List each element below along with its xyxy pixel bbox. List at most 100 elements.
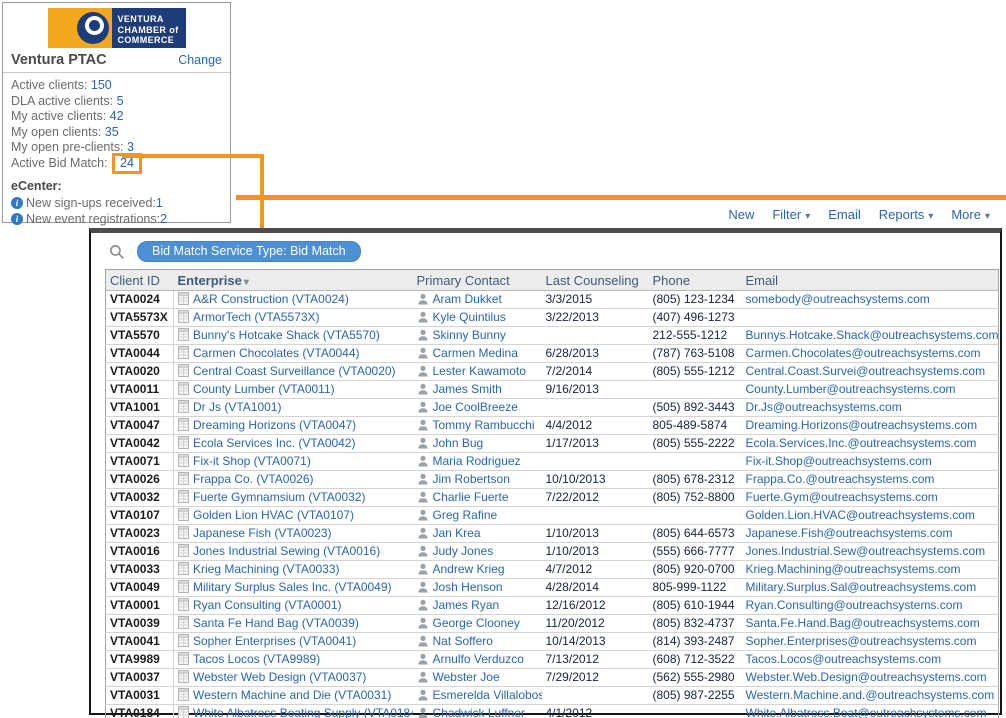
- contact-link[interactable]: Nat Soffero: [432, 634, 493, 648]
- enterprise-link[interactable]: ArmorTech (VTA5573X): [193, 310, 320, 324]
- enterprise-link[interactable]: Ryan Consulting (VTA0001): [193, 598, 342, 612]
- enterprise-link[interactable]: Japanese Fish (VTA0023): [193, 526, 332, 540]
- enterprise-link[interactable]: Tacos Locos (VTA9989): [193, 652, 321, 666]
- phone-cell: (562) 555-2980: [648, 668, 742, 687]
- filter-menu-button[interactable]: Filter ▾: [772, 207, 811, 222]
- reports-menu-button[interactable]: Reports ▾: [878, 207, 934, 222]
- contact-link[interactable]: Aram Dukket: [432, 292, 502, 306]
- col-header-last-counseling[interactable]: Last Counseling: [541, 269, 649, 291]
- enterprise-link[interactable]: Jones Industrial Sewing (VTA0016): [193, 544, 381, 558]
- email-link[interactable]: Fix-it.Shop@outreachsystems.com: [745, 454, 932, 468]
- contact-link[interactable]: Esmerelda Villalobos: [432, 688, 542, 702]
- contact-link[interactable]: Charlie Fuerte: [432, 490, 509, 504]
- stat-value[interactable]: 5: [116, 93, 124, 108]
- email-link[interactable]: White.Albatross.Boat@outreachsystems.com: [745, 706, 987, 718]
- more-menu-button[interactable]: More ▾: [951, 207, 990, 222]
- contact-link[interactable]: Chadwick Luffner: [432, 706, 526, 718]
- enterprise-link[interactable]: Carmen Chocolates (VTA0044): [193, 346, 360, 360]
- new-button[interactable]: New: [728, 207, 755, 222]
- ecenter-value[interactable]: 2: [160, 211, 168, 226]
- contact-link[interactable]: Skinny Bunny: [432, 328, 506, 342]
- stat-value[interactable]: 35: [104, 124, 119, 139]
- stat-value[interactable]: 150: [90, 78, 112, 92]
- contact-link[interactable]: James Smith: [432, 382, 502, 396]
- contact-link[interactable]: Lester Kawamoto: [432, 364, 526, 378]
- col-header-phone[interactable]: Phone: [648, 269, 742, 291]
- contact-link[interactable]: Andrew Krieg: [432, 562, 505, 576]
- contact-link[interactable]: George Clooney: [432, 616, 520, 630]
- enterprise-link[interactable]: Ecola Services Inc. (VTA0042): [193, 436, 356, 450]
- contact-link[interactable]: Jan Krea: [432, 526, 481, 540]
- email-link[interactable]: somebody@outreachsystems.com: [745, 292, 930, 306]
- col-header-client-id[interactable]: Client ID: [105, 269, 174, 291]
- enterprise-link[interactable]: Santa Fe Hand Bag (VTA0039): [193, 616, 359, 630]
- active-filter-pill[interactable]: Bid Match Service Type: Bid Match: [137, 241, 361, 262]
- email-link[interactable]: Santa.Fe.Hand.Bag@outreachsystems.com: [745, 616, 980, 630]
- contact-link[interactable]: John Bug: [432, 436, 484, 450]
- email-link[interactable]: County.Lumber@outreachsystems.com: [745, 382, 956, 396]
- enterprise-link[interactable]: Fix-it Shop (VTA0071): [193, 454, 311, 468]
- contact-link[interactable]: Maria Rodriguez: [432, 454, 521, 468]
- email-link[interactable]: Webster.Web.Design@outreachsystems.com: [745, 670, 987, 684]
- enterprise-link[interactable]: Dr Js (VTA1001): [193, 400, 282, 414]
- contact-link[interactable]: Joe CoolBreeze: [432, 400, 518, 414]
- enterprise-link[interactable]: Central Coast Surveillance (VTA0020): [193, 364, 396, 378]
- enterprise-link[interactable]: Webster Web Design (VTA0037): [193, 670, 367, 684]
- contact-link[interactable]: Kyle Quintilus: [432, 310, 506, 324]
- email-link[interactable]: Ryan.Consulting@outreachsystems.com: [745, 598, 963, 612]
- enterprise-link[interactable]: Frappa Co. (VTA0026): [193, 472, 314, 486]
- email-link[interactable]: Tacos.Locos@outreachsystems.com: [745, 652, 942, 666]
- email-link[interactable]: Frappa.Co.@outreachsystems.com: [745, 472, 935, 486]
- enterprise-link[interactable]: White Albatross Boating Supply (VTA0184): [193, 706, 413, 718]
- ecenter-value[interactable]: 1: [155, 195, 163, 210]
- email-link[interactable]: Jones.Industrial.Sew@outreachsystems.com: [745, 544, 986, 558]
- contact-link[interactable]: Webster Joe: [432, 670, 500, 684]
- enterprise-link[interactable]: Dreaming Horizons (VTA0047): [193, 418, 357, 432]
- email-link[interactable]: Golden.Lion.HVAC@outreachsystems.com: [745, 508, 975, 522]
- contact-cell: Nat Soffero: [412, 632, 542, 651]
- enterprise-link[interactable]: Bunny's Hotcake Shack (VTA5570): [193, 328, 380, 342]
- contact-link[interactable]: Judy Jones: [432, 544, 494, 558]
- email-link[interactable]: Sopher.Enterprises@outreachsystems.com: [745, 634, 977, 648]
- contact-link[interactable]: Greg Rafine: [432, 508, 498, 522]
- email-link[interactable]: Carmen.Chocolates@outreachsystems.com: [745, 346, 981, 360]
- email-link[interactable]: Krieg.Machining@outreachsystems.com: [745, 562, 961, 576]
- email-link[interactable]: Japanese.Fish@outreachsystems.com: [745, 526, 953, 540]
- contact-link[interactable]: Carmen Medina: [432, 346, 518, 360]
- contact-link[interactable]: Jim Robertson: [432, 472, 510, 486]
- enterprise-cell: Krieg Machining (VTA0033): [173, 560, 413, 579]
- col-header-email[interactable]: Email: [741, 269, 999, 291]
- email-link[interactable]: Dreaming.Horizons@outreachsystems.com: [745, 418, 978, 432]
- enterprise-link[interactable]: Golden Lion HVAC (VTA0107): [193, 508, 354, 522]
- email-cell: Dr.Js@outreachsystems.com: [741, 398, 999, 417]
- contact-link[interactable]: Tommy Rambucchi: [432, 418, 535, 432]
- change-center-link[interactable]: Change: [178, 53, 222, 67]
- col-header-enterprise[interactable]: Enterprise ▾: [173, 269, 413, 291]
- email-link[interactable]: Ecola.Services.Inc.@outreachsystems.com: [745, 436, 977, 450]
- enterprise-link[interactable]: Krieg Machining (VTA0033): [193, 562, 340, 576]
- email-link[interactable]: Military.Surplus.Sal@outreachsystems.com: [745, 580, 977, 594]
- enterprise-link[interactable]: County Lumber (VTA0011): [193, 382, 335, 396]
- enterprise-link[interactable]: Sopher Enterprises (VTA0041): [193, 634, 357, 648]
- enterprise-link[interactable]: Fuerte Gymnamsium (VTA0032): [193, 490, 366, 504]
- email-link[interactable]: Bunnys.Hotcake.Shack@outreachsystems.com: [745, 328, 999, 342]
- contact-link[interactable]: Arnulfo Verduzco: [432, 652, 524, 666]
- email-link[interactable]: Dr.Js@outreachsystems.com: [745, 400, 902, 414]
- enterprise-link[interactable]: A&R Construction (VTA0024): [193, 292, 349, 306]
- enterprise-link[interactable]: Western Machine and Die (VTA0031): [193, 688, 392, 702]
- ecenter-heading: eCenter:: [11, 179, 62, 193]
- stat-value[interactable]: 3: [127, 140, 134, 154]
- email-link[interactable]: Fuerte.Gym@outreachsystems.com: [745, 490, 938, 504]
- enterprise-link[interactable]: Military Surplus Sales Inc. (VTA0049): [193, 580, 392, 594]
- email-link[interactable]: Central.Coast.Survei@outreachsystems.com: [745, 364, 986, 378]
- email-link[interactable]: Western.Machine.and.@outreachsystems.com: [745, 688, 995, 702]
- contact-cell: Jim Robertson: [412, 470, 542, 489]
- email-button[interactable]: Email: [828, 207, 861, 222]
- search-icon[interactable]: [109, 244, 125, 260]
- contact-link[interactable]: Josh Henson: [432, 580, 503, 594]
- stat-value[interactable]: 42: [109, 109, 124, 123]
- contact-link[interactable]: James Ryan: [432, 598, 500, 612]
- table-row: VTA0023 Japanese Fish (VTA0023) Jan Krea…: [105, 524, 999, 543]
- col-header-primary-contact[interactable]: Primary Contact: [412, 269, 542, 291]
